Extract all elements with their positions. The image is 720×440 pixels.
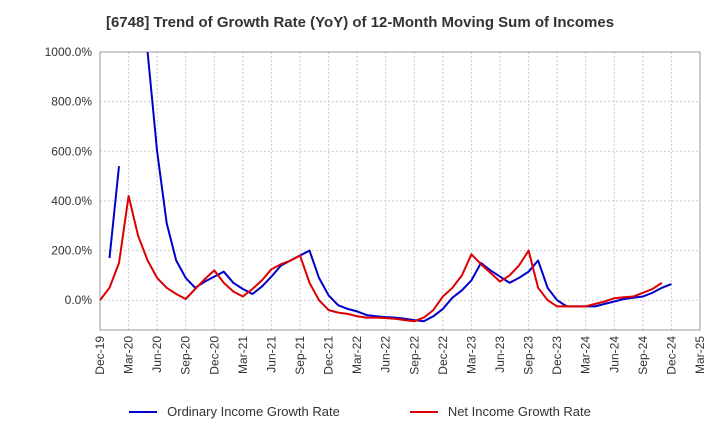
x-tick-label: Dec-20 — [207, 336, 221, 375]
x-tick-label: Sep-20 — [179, 336, 193, 375]
x-tick-label: Sep-24 — [636, 336, 650, 375]
x-tick-label: Mar-20 — [122, 336, 136, 374]
legend-label-net: Net Income Growth Rate — [447, 404, 591, 419]
x-tick-label: Dec-23 — [550, 336, 564, 375]
y-tick-label: 1000.0% — [45, 45, 93, 59]
x-tick-label: Dec-21 — [322, 336, 336, 375]
x-tick-label: Jun-23 — [493, 336, 507, 373]
x-tick-label: Mar-22 — [350, 336, 364, 374]
x-tick-label: Mar-21 — [236, 336, 250, 374]
x-tick-label: Sep-23 — [522, 336, 536, 375]
x-tick-label: Dec-22 — [436, 336, 450, 375]
y-tick-label: 600.0% — [51, 144, 92, 158]
x-tick-label: Mar-24 — [579, 336, 593, 374]
grid-lines — [99, 51, 701, 330]
x-tick-label: Dec-19 — [93, 336, 107, 375]
chart-title: [6748] Trend of Growth Rate (YoY) of 12-… — [105, 14, 615, 31]
x-tick-label: Jun-22 — [379, 336, 393, 373]
y-tick-labels: 1000.0% 800.0% 600.0% 400.0% 200.0% 0.0% — [45, 45, 93, 307]
x-tick-label: Mar-25 — [693, 336, 707, 374]
x-tick-label: Sep-21 — [293, 336, 307, 375]
series-line-ordinary-income — [108, 166, 120, 259]
y-tick-label: 400.0% — [51, 194, 92, 208]
x-tick-label: Dec-24 — [664, 336, 678, 375]
legend-item-net: Net Income Growth Rate — [409, 404, 591, 419]
x-tick-label: Jun-24 — [607, 336, 621, 373]
x-tick-label: Sep-22 — [407, 336, 421, 375]
y-tick-label: 0.0% — [65, 293, 93, 307]
legend-item-ordinary: Ordinary Income Growth Rate — [129, 404, 340, 419]
series-line-net-income — [100, 195, 663, 323]
y-tick-label: 800.0% — [51, 95, 92, 109]
legend-label-ordinary: Ordinary Income Growth Rate — [167, 404, 340, 419]
plot-frame — [99, 51, 701, 331]
axes — [99, 51, 701, 331]
series-line-ordinary-income — [146, 52, 672, 323]
x-tick-labels: Dec-19 Mar-20 Jun-20 Sep-20 Dec-20 Mar-21 Jun-… — [93, 336, 707, 375]
legend: Ordinary Income Growth Rate Net Income G… — [0, 404, 720, 419]
y-tick-label: 200.0% — [51, 244, 92, 258]
series-lines — [100, 52, 672, 323]
x-tick-label: Jun-20 — [150, 336, 164, 373]
legend-swatch-net — [409, 410, 438, 413]
legend-swatch-ordinary — [129, 410, 158, 413]
x-tick-label: Jun-21 — [264, 336, 278, 373]
x-tick-label: Mar-23 — [464, 336, 478, 374]
